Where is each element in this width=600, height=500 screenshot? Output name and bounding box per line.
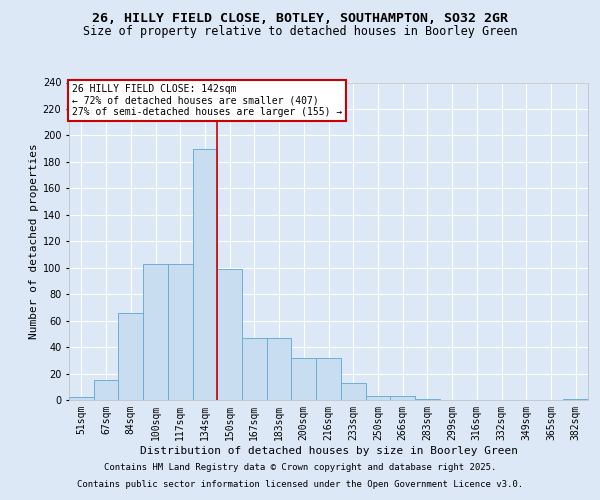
Bar bbox=[143, 264, 168, 400]
Bar bbox=[267, 338, 292, 400]
Text: 26 HILLY FIELD CLOSE: 142sqm
← 72% of detached houses are smaller (407)
27% of s: 26 HILLY FIELD CLOSE: 142sqm ← 72% of de… bbox=[71, 84, 342, 117]
Bar bbox=[242, 338, 267, 400]
Bar bbox=[341, 383, 365, 400]
Bar bbox=[563, 398, 588, 400]
Bar bbox=[390, 396, 415, 400]
X-axis label: Distribution of detached houses by size in Boorley Green: Distribution of detached houses by size … bbox=[139, 446, 517, 456]
Bar bbox=[365, 396, 390, 400]
Bar bbox=[94, 380, 118, 400]
Text: Contains public sector information licensed under the Open Government Licence v3: Contains public sector information licen… bbox=[77, 480, 523, 489]
Bar bbox=[193, 148, 217, 400]
Bar bbox=[168, 264, 193, 400]
Bar bbox=[118, 312, 143, 400]
Text: Contains HM Land Registry data © Crown copyright and database right 2025.: Contains HM Land Registry data © Crown c… bbox=[104, 464, 496, 472]
Bar bbox=[292, 358, 316, 400]
Bar bbox=[316, 358, 341, 400]
Bar bbox=[69, 398, 94, 400]
Text: 26, HILLY FIELD CLOSE, BOTLEY, SOUTHAMPTON, SO32 2GR: 26, HILLY FIELD CLOSE, BOTLEY, SOUTHAMPT… bbox=[92, 12, 508, 26]
Text: Size of property relative to detached houses in Boorley Green: Size of property relative to detached ho… bbox=[83, 25, 517, 38]
Bar bbox=[415, 398, 440, 400]
Bar bbox=[217, 269, 242, 400]
Y-axis label: Number of detached properties: Number of detached properties bbox=[29, 144, 38, 339]
